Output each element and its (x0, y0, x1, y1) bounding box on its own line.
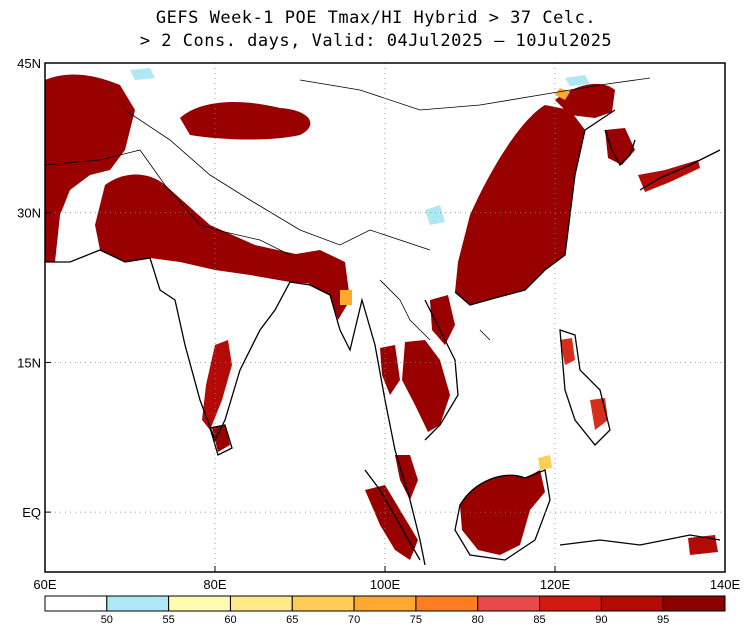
tick-label-lon: 100E (370, 577, 401, 592)
colorbar-swatch (477, 595, 541, 612)
tick-label-lat: 45N (17, 56, 41, 71)
heat-fringe (130, 68, 590, 470)
colorbar-swatch (44, 595, 108, 612)
heat-region-china (455, 105, 585, 305)
tick-label-lat: EQ (22, 505, 41, 520)
map-title-line2: > 2 Cons. days, Valid: 04Jul2025 — 10Jul… (139, 31, 613, 51)
heat-region-india-coast (202, 340, 232, 430)
heat-region-borneo (460, 470, 545, 555)
colorbar-swatch (291, 595, 355, 612)
heat-region-central-asia (180, 102, 311, 140)
colorbar-swatch (106, 595, 170, 612)
political-borders (45, 77, 651, 341)
heat-region-luzon (560, 338, 575, 365)
colorbar-label: 90 (595, 614, 607, 626)
heat-region-myanmar-south (380, 345, 400, 395)
heat-region-iran (45, 74, 135, 262)
colorbar-swatch (229, 595, 293, 612)
colorbar-label: 75 (410, 614, 422, 626)
tick-label-lon: 120E (540, 577, 571, 592)
heat-region-cambodia (402, 340, 450, 432)
colorbar-label: 60 (224, 614, 236, 626)
colorbar-label: 85 (533, 614, 545, 626)
axis-ticks: 60E 80E 100E 120E 140E 45N 30N 15N EQ (17, 56, 740, 592)
heat-region-vietnam-north (430, 295, 455, 345)
colorbar-label: 80 (472, 614, 484, 626)
heat-region-sumatra (365, 485, 418, 560)
heat-region-bangladesh (290, 250, 350, 320)
colorbar-swatch (539, 595, 602, 612)
tick-label-lat: 30N (17, 206, 41, 221)
colorbar-swatch (353, 595, 417, 612)
map-title-line1: GEFS Week-1 POE Tmax/HI Hybrid > 37 Celc… (155, 8, 597, 28)
colorbar-label: 50 (101, 614, 113, 626)
colorbar: 50 55 60 65 70 75 80 85 90 95 (44, 595, 726, 626)
heat-region-sri-lanka (212, 425, 230, 452)
heat-probability-regions (45, 74, 718, 560)
colorbar-swatch (168, 595, 231, 612)
tick-label-lat: 15N (17, 355, 41, 370)
tick-label-lon: 60E (33, 577, 56, 592)
heat-region-northeast-china (555, 83, 615, 118)
heat-region-new-guinea (688, 535, 718, 555)
colorbar-label: 55 (163, 614, 175, 626)
tick-label-lon: 80E (203, 577, 226, 592)
heat-region-malay (395, 455, 418, 500)
colorbar-swatch (600, 595, 664, 612)
colorbar-swatch (415, 595, 479, 612)
colorbar-label: 95 (657, 614, 669, 626)
heat-region-north-india (95, 174, 335, 285)
colorbar-swatch (662, 595, 726, 612)
coastlines (45, 109, 721, 566)
colorbar-label: 70 (348, 614, 360, 626)
colorbar-label: 65 (286, 614, 298, 626)
tick-label-lon: 140E (710, 577, 741, 592)
map-gridlines (45, 63, 725, 572)
heat-region-korea (605, 128, 635, 165)
